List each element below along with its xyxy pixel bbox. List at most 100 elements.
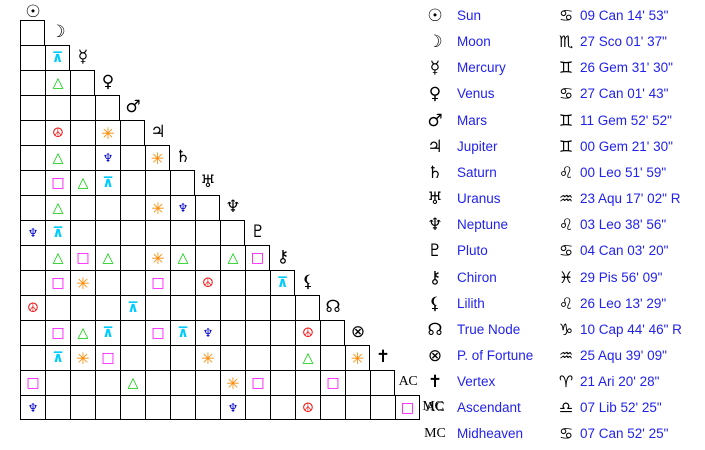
gemini-glyph: ♊ (558, 110, 574, 130)
aspect-cell-ascendant-jupiter (145, 370, 170, 395)
aspect-cell-fortune-mars (120, 320, 145, 345)
pluto-glyph: ♇ (427, 241, 443, 262)
aspect-cell-neptune-moon: △ (45, 195, 70, 220)
aspect-opp-icon: ☮ (302, 401, 314, 416)
jupiter-glyph: ♃ (150, 122, 166, 142)
planet-position-label: 26 Leo 13' 29" (580, 295, 667, 311)
leo-glyph: ♌ (558, 162, 574, 182)
aspect-tri-icon: △ (127, 375, 139, 391)
aspect-cell-true_node-sun: ☮ (20, 295, 45, 320)
aspect-cell-venus-sun (20, 70, 45, 95)
aspect-cell-ascendant-true_node: □ (320, 370, 345, 395)
aspect-cell-ascendant-chiron (270, 370, 295, 395)
aspect-cell-vertex-mercury: ✳ (70, 345, 95, 370)
leo-glyph: ♌ (558, 215, 574, 235)
aspect-sex-icon: ✳ (201, 349, 215, 368)
planet-name-label: Jupiter (457, 138, 498, 154)
aspect-cell-true_node-jupiter (145, 295, 170, 320)
true-node-glyph: ☊ (325, 297, 341, 317)
aspect-cell-true_node-moon (45, 295, 70, 320)
aspect-cell-vertex-moon: ⊼ (45, 345, 70, 370)
planet-position-label: 00 Gem 21' 30" (580, 138, 673, 154)
planet-name-label: P. of Fortune (457, 347, 534, 363)
neptune-glyph: ♆ (225, 197, 241, 217)
aspect-cell-fortune-mercury: △ (70, 320, 95, 345)
aspect-cell-lilith-moon: □ (45, 270, 70, 295)
planet-position-label: 00 Leo 51' 59" (580, 164, 667, 180)
aspect-cell-vertex-mars (120, 345, 145, 370)
true-node-glyph: ☊ (427, 319, 443, 340)
aspect-tri-icon: △ (52, 75, 64, 91)
ascendant-glyph: AC (425, 400, 445, 416)
planet-row: ☿ Mercury ♊ 26 Gem 31' 30" (420, 57, 705, 83)
aspect-tri-icon: △ (227, 250, 239, 266)
aspect-cell-true_node-uranus (195, 295, 220, 320)
aspect-squ-icon: □ (101, 350, 115, 366)
aspect-cell-fortune-chiron (270, 320, 295, 345)
aspect-cell-neptune-uranus (195, 195, 220, 220)
aspect-cell-true_node-chiron (270, 295, 295, 320)
mars-glyph: ♂ (125, 97, 141, 117)
aspect-cell-fortune-moon: □ (45, 320, 70, 345)
aspect-cell-saturn-mercury (70, 145, 95, 170)
aspect-cell-mercury-moon: ⊼ (45, 45, 70, 70)
planet-name-label: Mercury (457, 60, 506, 76)
aspect-tri-icon: △ (177, 250, 189, 266)
planet-row: MC Midheaven ♋ 07 Can 52' 25" (420, 423, 705, 449)
aspect-cell-midheaven-moon (45, 395, 70, 420)
aspect-cell-uranus-mercury: △ (70, 170, 95, 195)
aspect-qcx-icon: ⊼ (52, 350, 64, 366)
aspect-cell-midheaven-uranus (195, 395, 220, 420)
aspect-tri-icon: △ (52, 250, 64, 266)
scorpio-glyph: ♏ (558, 32, 574, 52)
aspect-cell-true_node-lilith (295, 295, 320, 320)
aspect-cell-chiron-jupiter: ✳ (145, 245, 170, 270)
aspect-con-icon: ♆ (27, 401, 39, 415)
aspect-squ-icon: □ (250, 250, 265, 266)
aspect-cell-ascendant-fortune (345, 370, 370, 395)
planet-position-label: 23 Aqu 17' 02" R (580, 191, 681, 207)
aspect-sex-icon: ✳ (226, 374, 240, 393)
aspect-cell-uranus-mars (120, 170, 145, 195)
aspect-cell-midheaven-jupiter (145, 395, 170, 420)
moon-glyph: ☽ (50, 22, 66, 42)
part-of-fortune-glyph: ⊗ (350, 322, 366, 342)
aspect-cell-ascendant-sun: □ (20, 370, 45, 395)
aspect-cell-mars-venus (95, 95, 120, 120)
aspect-cell-vertex-jupiter (145, 345, 170, 370)
mars-glyph: ♂ (427, 110, 443, 131)
aspect-cell-vertex-chiron (270, 345, 295, 370)
uranus-glyph: ♅ (427, 189, 443, 210)
aspect-cell-fortune-true_node (320, 320, 345, 345)
aspect-squ-icon: □ (51, 275, 65, 291)
planet-row: ✝ Vertex ♈ 21 Ari 20' 28" (420, 371, 705, 397)
aspect-qcx-icon: ⊼ (127, 300, 139, 316)
aspect-sex-icon: ✳ (101, 124, 115, 143)
aspect-squ-icon: □ (51, 325, 65, 341)
aspect-squ-icon: □ (251, 375, 265, 391)
aspect-cell-fortune-sun (20, 320, 45, 345)
planet-name-label: Sun (457, 8, 482, 23)
aspect-cell-vertex-true_node (320, 345, 345, 370)
planet-position-label: 09 Can 14' 53" (580, 8, 669, 23)
aspect-grid: ☉ ☽ ⊼ ☿ △ ♀ ♂ ☮ ✳ ♃ △ ♆ ✳ ♄ □ △ ⊼ ♅ △ ✳ ♆ ♆ ♆ ⊼ ♇ △ □ △ ✳ △ △ □ ⚷ □ ✳ □ ☮ ⊼ ⚸ ☮… (20, 2, 444, 420)
planet-position-label: 04 Can 03' 20" (580, 243, 669, 259)
aspect-cell-vertex-lilith: △ (295, 345, 320, 370)
planet-row: ♇ Pluto ♋ 04 Can 03' 20" (420, 240, 705, 266)
aspect-cell-midheaven-mercury (70, 395, 95, 420)
aspect-cell-jupiter-venus: ✳ (95, 120, 120, 145)
aspect-cell-saturn-venus: ♆ (95, 145, 120, 170)
aspect-cell-jupiter-mercury (70, 120, 95, 145)
aspect-cell-chiron-mercury: □ (70, 245, 95, 270)
aspect-cell-pluto-saturn (170, 220, 195, 245)
planet-row: ♂ Mars ♊ 11 Gem 52' 52" (420, 110, 705, 136)
aspect-cell-ascendant-neptune: ✳ (220, 370, 245, 395)
aspect-cell-midheaven-saturn (170, 395, 195, 420)
part-of-fortune-glyph: ⊗ (427, 345, 443, 366)
mercury-glyph: ☿ (429, 58, 441, 79)
aspect-cell-pluto-mars (120, 220, 145, 245)
aspect-cell-jupiter-moon: ☮ (45, 120, 70, 145)
aspect-cell-midheaven-chiron (270, 395, 295, 420)
aquarius-glyph: ♒ (558, 189, 574, 209)
aspect-qcx-icon: ⊼ (276, 275, 289, 291)
